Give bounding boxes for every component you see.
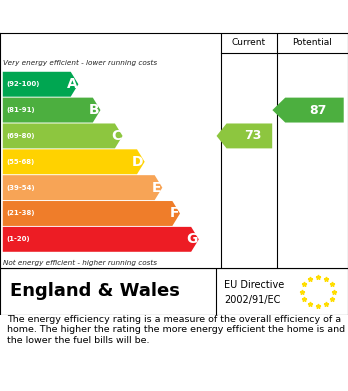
Text: (55-68): (55-68) (6, 159, 34, 165)
Text: Very energy efficient - lower running costs: Very energy efficient - lower running co… (3, 60, 158, 66)
Text: Not energy efficient - higher running costs: Not energy efficient - higher running co… (3, 260, 158, 265)
Text: G: G (187, 232, 198, 246)
Text: (21-38): (21-38) (6, 210, 35, 217)
Text: (81-91): (81-91) (6, 107, 35, 113)
Text: (92-100): (92-100) (6, 81, 40, 87)
Text: (69-80): (69-80) (6, 133, 35, 139)
Text: D: D (132, 155, 144, 169)
Text: (39-54): (39-54) (6, 185, 35, 191)
Text: Current: Current (232, 38, 266, 47)
Text: 73: 73 (244, 129, 262, 142)
Polygon shape (3, 227, 199, 252)
Text: (1-20): (1-20) (6, 236, 30, 242)
Polygon shape (3, 201, 180, 226)
Polygon shape (3, 98, 101, 122)
Polygon shape (216, 124, 272, 149)
Text: England & Wales: England & Wales (10, 283, 180, 301)
Text: Potential: Potential (292, 38, 332, 47)
Polygon shape (3, 175, 162, 200)
Text: 2002/91/EC: 2002/91/EC (224, 295, 281, 305)
Text: B: B (89, 103, 100, 117)
Text: Energy Efficiency Rating: Energy Efficiency Rating (9, 9, 219, 24)
Text: EU Directive: EU Directive (224, 280, 285, 291)
Text: A: A (66, 77, 77, 91)
Text: F: F (169, 206, 179, 221)
Polygon shape (272, 98, 344, 122)
Polygon shape (3, 149, 145, 174)
Text: The energy efficiency rating is a measure of the overall efficiency of a home. T: The energy efficiency rating is a measur… (7, 315, 345, 345)
Text: C: C (111, 129, 121, 143)
Polygon shape (3, 124, 122, 149)
Polygon shape (3, 72, 78, 97)
Text: E: E (152, 181, 161, 195)
Text: 87: 87 (309, 104, 327, 117)
